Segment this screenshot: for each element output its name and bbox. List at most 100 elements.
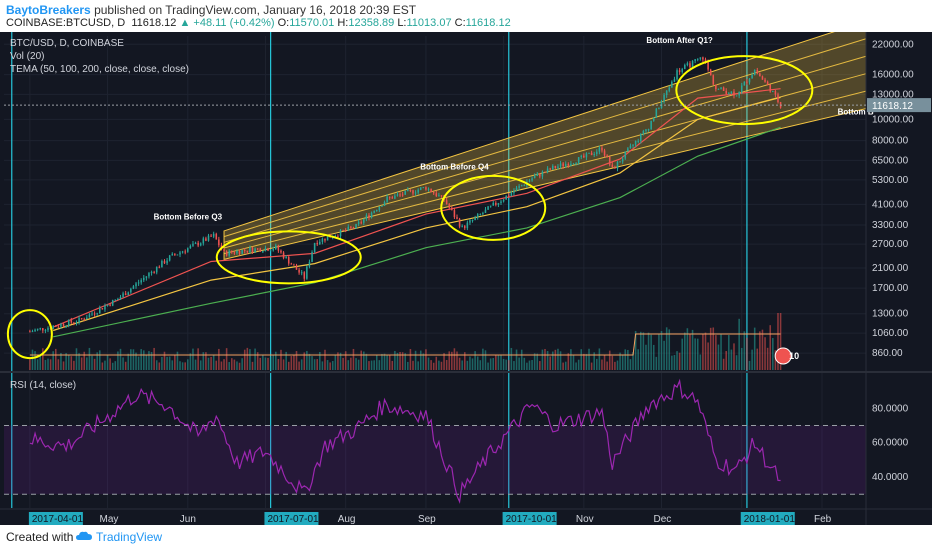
tradingview-link[interactable]: TradingView <box>96 530 163 544</box>
volume-bar <box>425 349 427 370</box>
time-tick-label: Feb <box>814 514 832 525</box>
volume-bar <box>391 360 394 370</box>
close-label: C: <box>454 17 466 29</box>
volume-bar <box>192 348 194 370</box>
chart-canvas[interactable]: Bottom Before Q3 Bottom Before Q4 Bottom A… <box>0 32 932 525</box>
candle-body <box>717 88 720 90</box>
candle-body <box>461 225 463 227</box>
annotation-label: Bottom After Q1? <box>646 36 712 45</box>
volume-bar <box>759 331 761 370</box>
candle-body <box>111 300 114 306</box>
annotation-ellipses <box>6 55 814 360</box>
candle-body <box>500 201 502 204</box>
annotation-ellipse <box>440 174 547 241</box>
candle-body <box>691 60 694 68</box>
volume-bar <box>321 361 324 370</box>
volume-bar <box>215 360 218 370</box>
volume-bar <box>329 362 331 370</box>
candle-body <box>764 79 766 82</box>
price-tick-label: 860.00 <box>872 348 903 359</box>
volume-bar <box>694 338 696 370</box>
channel-inner-line <box>223 38 867 238</box>
price-tick-label: 2700.00 <box>872 239 909 250</box>
candle-body <box>153 271 155 273</box>
volume-bar <box>769 325 771 370</box>
candle-body <box>287 256 290 264</box>
candle-body <box>93 313 96 315</box>
volume-bar <box>443 353 445 370</box>
candle-body <box>502 199 505 202</box>
volume-bar <box>210 356 212 370</box>
candle-body <box>585 153 588 158</box>
candle-body <box>567 163 570 166</box>
volume-bar <box>583 353 585 370</box>
volume-bar <box>174 355 176 370</box>
author-link[interactable]: BaytoBreakers <box>6 3 91 17</box>
candle-body <box>135 283 137 287</box>
price-tick-label: 4100.00 <box>872 199 909 210</box>
volume-bar <box>484 350 487 370</box>
candle-body <box>168 255 171 261</box>
volume-bar <box>668 329 671 370</box>
candle-body <box>740 85 743 93</box>
candle-body <box>375 209 378 212</box>
volume-badge <box>774 347 792 365</box>
volume-bar <box>184 362 186 370</box>
candle-body <box>342 229 344 231</box>
volume-bar <box>29 359 31 370</box>
volume-bar <box>476 356 479 370</box>
volume-bar <box>194 359 197 370</box>
volume-bar <box>319 351 321 370</box>
candle-body <box>435 193 438 197</box>
symbol-label: COINBASE:BTCUSD, D <box>6 17 126 29</box>
volume-bar <box>549 356 551 370</box>
volume-bar <box>453 348 456 370</box>
candle-body <box>352 227 355 229</box>
vertical-markers <box>11 32 748 508</box>
volume-bar <box>176 351 179 370</box>
candle-body <box>75 322 78 324</box>
volume-bar <box>735 355 738 370</box>
volume-bar <box>611 355 614 370</box>
candle-body <box>492 202 495 206</box>
candle-body <box>88 314 91 318</box>
volume-bar <box>303 352 306 370</box>
volume-bar <box>559 351 562 370</box>
annotation-ellipse <box>215 230 362 285</box>
volume-bar <box>513 361 515 370</box>
volume-bar <box>686 328 689 370</box>
candle-body <box>176 254 179 256</box>
volume-bar <box>541 349 544 370</box>
price-tick-label: 2100.00 <box>872 263 909 274</box>
candle-body <box>311 252 313 262</box>
volume-bar <box>357 359 360 370</box>
volume-bar <box>96 352 98 370</box>
volume-bar <box>772 338 774 370</box>
candle-body <box>546 168 549 173</box>
volume-bar <box>448 351 451 370</box>
candle-body <box>127 292 130 296</box>
volume-bar <box>539 361 541 370</box>
time-tick-label: May <box>100 514 119 525</box>
volume-bar <box>642 332 645 370</box>
volume-bar <box>231 358 233 370</box>
close-value: 11618.12 <box>465 17 511 29</box>
candle-body <box>378 206 381 210</box>
candle-body <box>137 282 140 284</box>
low-label: L: <box>397 17 407 29</box>
volume-bar <box>233 359 236 370</box>
volume-bar <box>264 357 267 370</box>
volume-bar <box>601 359 603 370</box>
volume-bar <box>751 349 753 370</box>
candle-body <box>29 331 31 333</box>
candle-body <box>386 196 388 202</box>
candle-body <box>474 217 476 221</box>
candle-body <box>321 238 324 242</box>
volume-bar <box>54 348 57 370</box>
candle-body <box>479 214 482 216</box>
volume-bar <box>492 358 495 370</box>
candle-body <box>774 91 777 95</box>
candle-body <box>536 173 539 177</box>
candle-body <box>132 286 135 289</box>
volume-bar <box>383 353 386 370</box>
